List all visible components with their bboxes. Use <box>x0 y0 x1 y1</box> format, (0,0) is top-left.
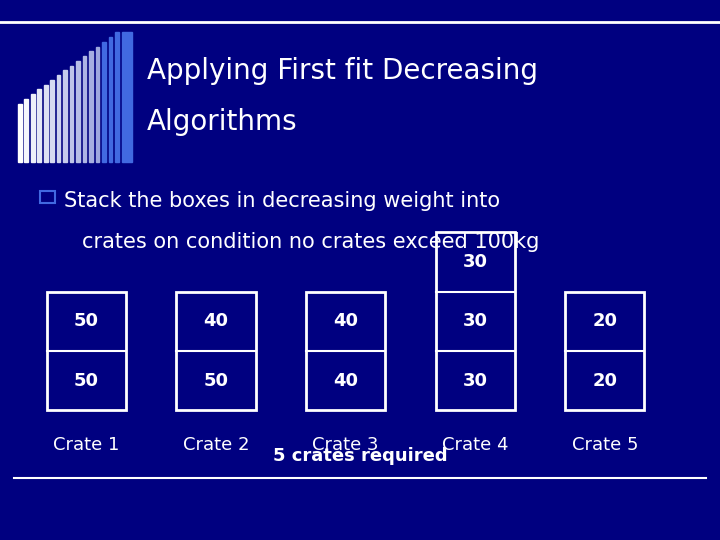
Text: Crate 2: Crate 2 <box>183 436 249 455</box>
Text: crates on condition no crates exceed 100kg: crates on condition no crates exceed 100… <box>82 232 539 252</box>
Bar <box>306 292 385 410</box>
Bar <box>115 32 119 162</box>
Bar <box>76 61 80 162</box>
Bar <box>109 37 112 162</box>
Bar <box>96 46 99 162</box>
Text: 30: 30 <box>463 312 487 330</box>
Text: 50: 50 <box>74 372 99 390</box>
Bar <box>70 66 73 162</box>
Bar <box>40 191 55 203</box>
Bar <box>89 51 93 162</box>
Text: 20: 20 <box>593 312 617 330</box>
Text: Crate 4: Crate 4 <box>442 436 508 455</box>
Bar <box>176 292 256 410</box>
Text: 40: 40 <box>204 312 228 330</box>
Text: 5 crates required: 5 crates required <box>273 447 447 465</box>
Bar <box>31 94 35 162</box>
Bar <box>102 42 106 162</box>
Text: Crate 5: Crate 5 <box>572 436 638 455</box>
Text: Algorithms: Algorithms <box>147 108 297 136</box>
Text: 30: 30 <box>463 253 487 271</box>
Bar <box>37 90 41 162</box>
Text: Applying First fit Decreasing: Applying First fit Decreasing <box>147 57 538 85</box>
Bar <box>57 75 60 162</box>
Bar <box>122 32 132 162</box>
Bar <box>83 56 86 162</box>
Text: 20: 20 <box>593 372 617 390</box>
Text: Crate 3: Crate 3 <box>312 436 379 455</box>
Bar <box>565 292 644 410</box>
Bar <box>24 99 28 162</box>
Text: 40: 40 <box>333 372 358 390</box>
Bar <box>50 80 54 162</box>
Bar <box>47 292 126 410</box>
Bar <box>436 232 515 410</box>
Text: 30: 30 <box>463 372 487 390</box>
Text: Crate 1: Crate 1 <box>53 436 120 455</box>
Text: 40: 40 <box>333 312 358 330</box>
Bar <box>18 104 22 162</box>
Bar <box>63 70 67 162</box>
Text: Stack the boxes in decreasing weight into: Stack the boxes in decreasing weight int… <box>64 191 500 211</box>
Bar <box>44 85 48 162</box>
Text: 50: 50 <box>204 372 228 390</box>
Text: 50: 50 <box>74 312 99 330</box>
